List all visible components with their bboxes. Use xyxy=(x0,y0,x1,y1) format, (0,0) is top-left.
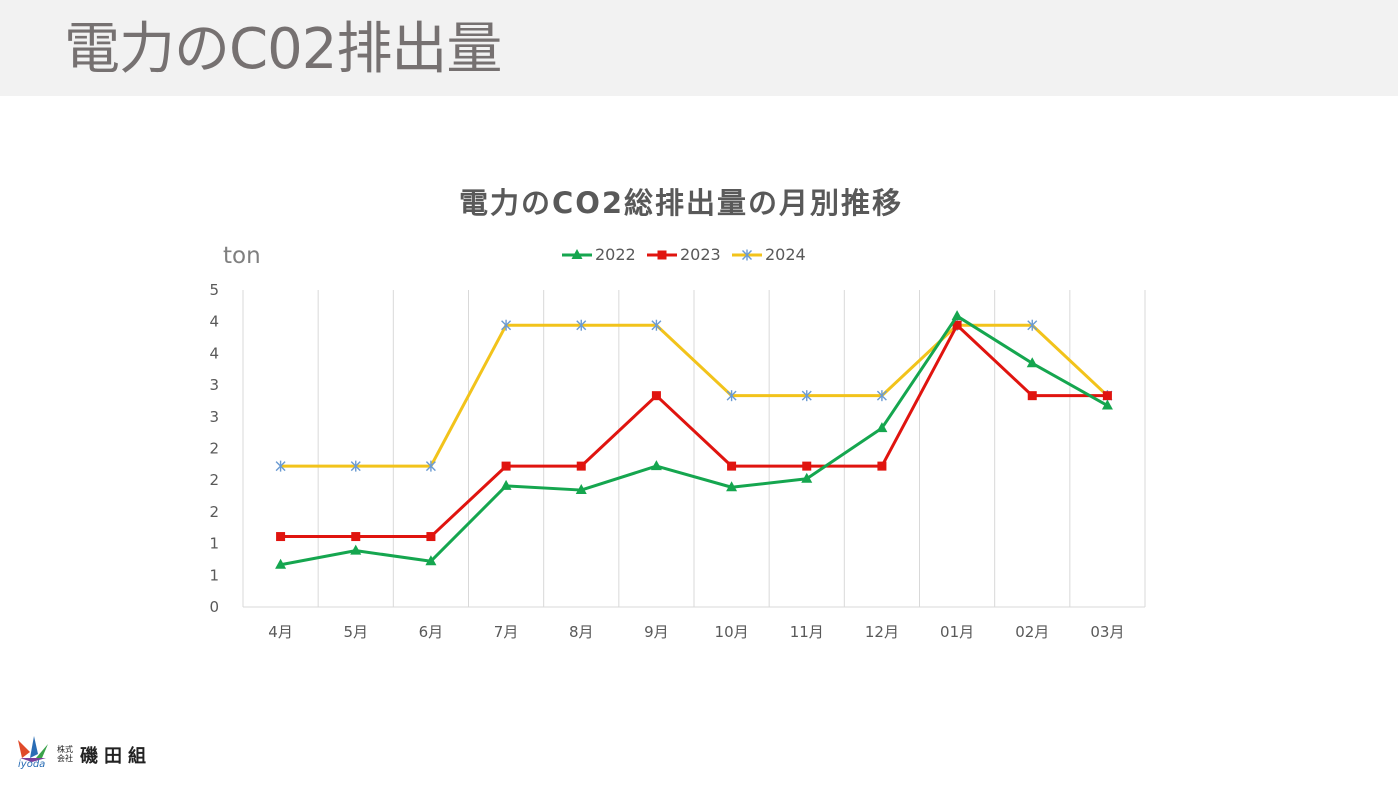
point-marker-square xyxy=(276,532,286,542)
x-tick-label: 02月 xyxy=(1015,623,1049,641)
point-marker-star xyxy=(801,390,812,402)
y-tick-label: 1 xyxy=(209,566,219,584)
y-tick-label: 5 xyxy=(209,281,219,299)
point-marker-square xyxy=(1102,391,1112,401)
legend-label: 2023 xyxy=(680,245,721,264)
point-marker-square xyxy=(657,250,667,260)
point-marker-star xyxy=(350,460,361,472)
point-marker-star xyxy=(1027,319,1038,331)
point-marker-square xyxy=(727,461,737,471)
point-marker-star xyxy=(501,319,512,331)
x-tick-label: 10月 xyxy=(715,623,749,641)
x-tick-label: 4月 xyxy=(268,623,293,641)
point-marker-triangle xyxy=(951,310,963,321)
page-title: 電力のC02排出量 xyxy=(64,17,502,82)
point-marker-square xyxy=(576,461,586,471)
point-marker-star xyxy=(876,390,887,402)
point-marker-triangle xyxy=(425,555,437,566)
y-tick-label: 4 xyxy=(209,313,219,331)
x-tick-label: 03月 xyxy=(1090,623,1124,641)
legend-item-2022: 2022 xyxy=(562,245,636,264)
point-marker-triangle xyxy=(350,544,362,555)
point-marker-triangle xyxy=(575,484,587,495)
legend-item-2024: 2024 xyxy=(732,245,806,264)
point-marker-triangle xyxy=(726,481,738,492)
point-marker-star xyxy=(651,319,662,331)
y-tick-label: 2 xyxy=(209,471,219,489)
x-tick-label: 6月 xyxy=(419,623,444,641)
axes: 0 1 1 2 2 2 3 3 4 4 5 4月 5月 6月 7月 8月 9月 10月 11月 12月 01月 02月 03… xyxy=(209,281,1145,641)
point-marker-triangle xyxy=(801,472,813,483)
logo-brand: iyoda xyxy=(18,759,46,770)
point-marker-square xyxy=(952,320,962,330)
point-marker-star xyxy=(742,249,752,261)
point-marker-triangle xyxy=(1026,357,1038,368)
y-tick-label: 1 xyxy=(209,535,219,553)
series-line-2023 xyxy=(280,323,1108,539)
point-marker-triangle xyxy=(571,249,583,259)
logo-prefix: 株式会社 xyxy=(57,745,73,763)
logo-company-name: 磯田組 xyxy=(80,746,152,767)
y-unit-label: ton xyxy=(223,243,261,269)
legend-item-2023: 2023 xyxy=(647,245,721,264)
point-marker-square xyxy=(651,391,661,401)
point-marker-square xyxy=(351,532,361,542)
series-2023 xyxy=(276,320,1112,542)
point-marker-triangle xyxy=(500,479,512,490)
y-tick-label: 4 xyxy=(209,344,219,362)
legend: 2022 2023 2024 xyxy=(562,245,806,264)
y-tick-label: 3 xyxy=(209,376,219,394)
series-line-2022 xyxy=(280,314,1109,567)
series-layer xyxy=(275,310,1113,569)
series-2022 xyxy=(275,310,1113,569)
company-logo xyxy=(16,732,176,774)
legend-label: 2022 xyxy=(595,245,636,264)
x-tick-label: 8月 xyxy=(569,623,594,641)
point-marker-square xyxy=(426,532,436,542)
point-marker-star xyxy=(275,460,286,472)
point-marker-star xyxy=(576,319,587,331)
point-marker-square xyxy=(877,461,887,471)
x-tick-label: 5月 xyxy=(343,623,368,641)
y-tick-label: 0 xyxy=(209,598,219,616)
legend-label: 2024 xyxy=(765,245,806,264)
point-marker-triangle xyxy=(876,422,888,433)
x-tick-label: 11月 xyxy=(790,623,824,641)
point-marker-triangle xyxy=(275,558,287,569)
x-tick-label: 12月 xyxy=(865,623,899,641)
header-band xyxy=(0,0,1398,96)
y-tick-label: 3 xyxy=(209,408,219,426)
point-marker-star xyxy=(726,390,737,402)
point-marker-square xyxy=(802,461,812,471)
x-tick-label: 7月 xyxy=(494,623,519,641)
point-marker-star xyxy=(425,460,436,472)
y-tick-label: 2 xyxy=(209,440,219,458)
point-marker-triangle xyxy=(650,460,662,471)
point-marker-square xyxy=(1027,391,1037,401)
chart-title: 電力のCO2総排出量の月別推移 xyxy=(459,186,903,220)
y-tick-label: 2 xyxy=(209,503,219,521)
x-tick-label: 01月 xyxy=(940,623,974,641)
point-marker-triangle xyxy=(1101,399,1113,410)
point-marker-square xyxy=(501,461,511,471)
grid xyxy=(242,290,1146,607)
x-tick-label: 9月 xyxy=(644,623,669,641)
logo-mark-icon xyxy=(18,736,48,762)
